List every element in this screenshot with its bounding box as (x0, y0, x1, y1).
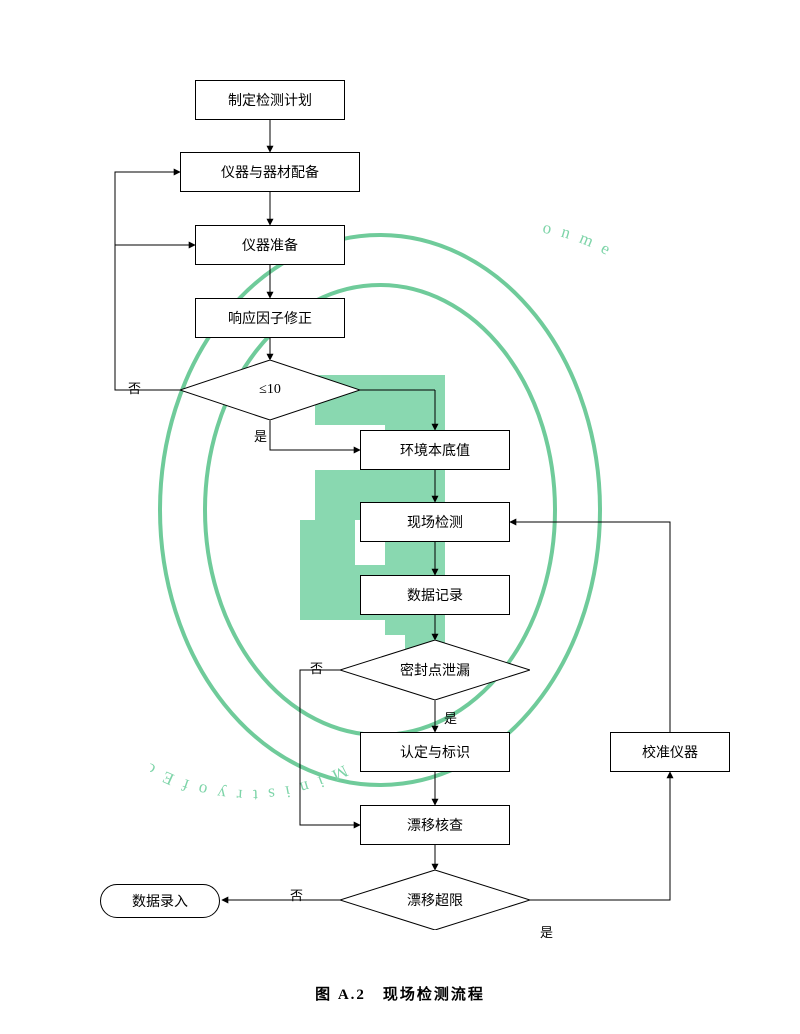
node-record-label: 数据记录 (407, 585, 463, 605)
label-yes-3: 是 (540, 922, 553, 941)
node-field-detect: 现场检测 (360, 502, 510, 542)
terminator-input: 数据录入 (100, 884, 220, 918)
decision-le10: ≤10 (180, 360, 360, 420)
figure-caption: 图 A.2 现场检测流程 (0, 983, 800, 1004)
node-plan: 制定检测计划 (195, 80, 345, 120)
decision-drift-over-label: 漂移超限 (407, 890, 463, 910)
node-correction: 响应因子修正 (195, 298, 345, 338)
label-no-3: 否 (290, 885, 303, 904)
node-correction-label: 响应因子修正 (228, 308, 312, 328)
decision-leak-label: 密封点泄漏 (400, 660, 470, 680)
label-yes-1: 是 (254, 426, 267, 445)
node-equip: 仪器与器材配备 (180, 152, 360, 192)
svg-text:o n m e n t: o n m e n t (541, 220, 610, 279)
watermark-text-2: o n m e n t (541, 220, 610, 279)
decision-drift-over: 漂移超限 (340, 870, 530, 930)
node-equip-label: 仪器与器材配备 (221, 162, 319, 182)
label-no-2: 否 (310, 658, 323, 677)
node-field-detect-label: 现场检测 (407, 512, 463, 532)
decision-le10-label: ≤10 (259, 382, 281, 398)
node-calibrate: 校准仪器 (610, 732, 730, 772)
label-yes-2: 是 (444, 708, 457, 727)
node-background-label: 环境本底值 (400, 440, 470, 460)
node-identify-label: 认定与标识 (400, 742, 470, 762)
node-prep: 仪器准备 (195, 225, 345, 265)
node-calibrate-label: 校准仪器 (642, 742, 698, 762)
terminator-input-label: 数据录入 (132, 891, 188, 911)
node-prep-label: 仪器准备 (242, 235, 298, 255)
node-plan-label: 制定检测计划 (228, 90, 312, 110)
node-drift-check: 漂移核查 (360, 805, 510, 845)
node-identify: 认定与标识 (360, 732, 510, 772)
node-record: 数据记录 (360, 575, 510, 615)
label-no-1: 否 (128, 378, 141, 397)
decision-leak: 密封点泄漏 (340, 640, 530, 700)
node-background: 环境本底值 (360, 430, 510, 470)
node-drift-check-label: 漂移核查 (407, 815, 463, 835)
